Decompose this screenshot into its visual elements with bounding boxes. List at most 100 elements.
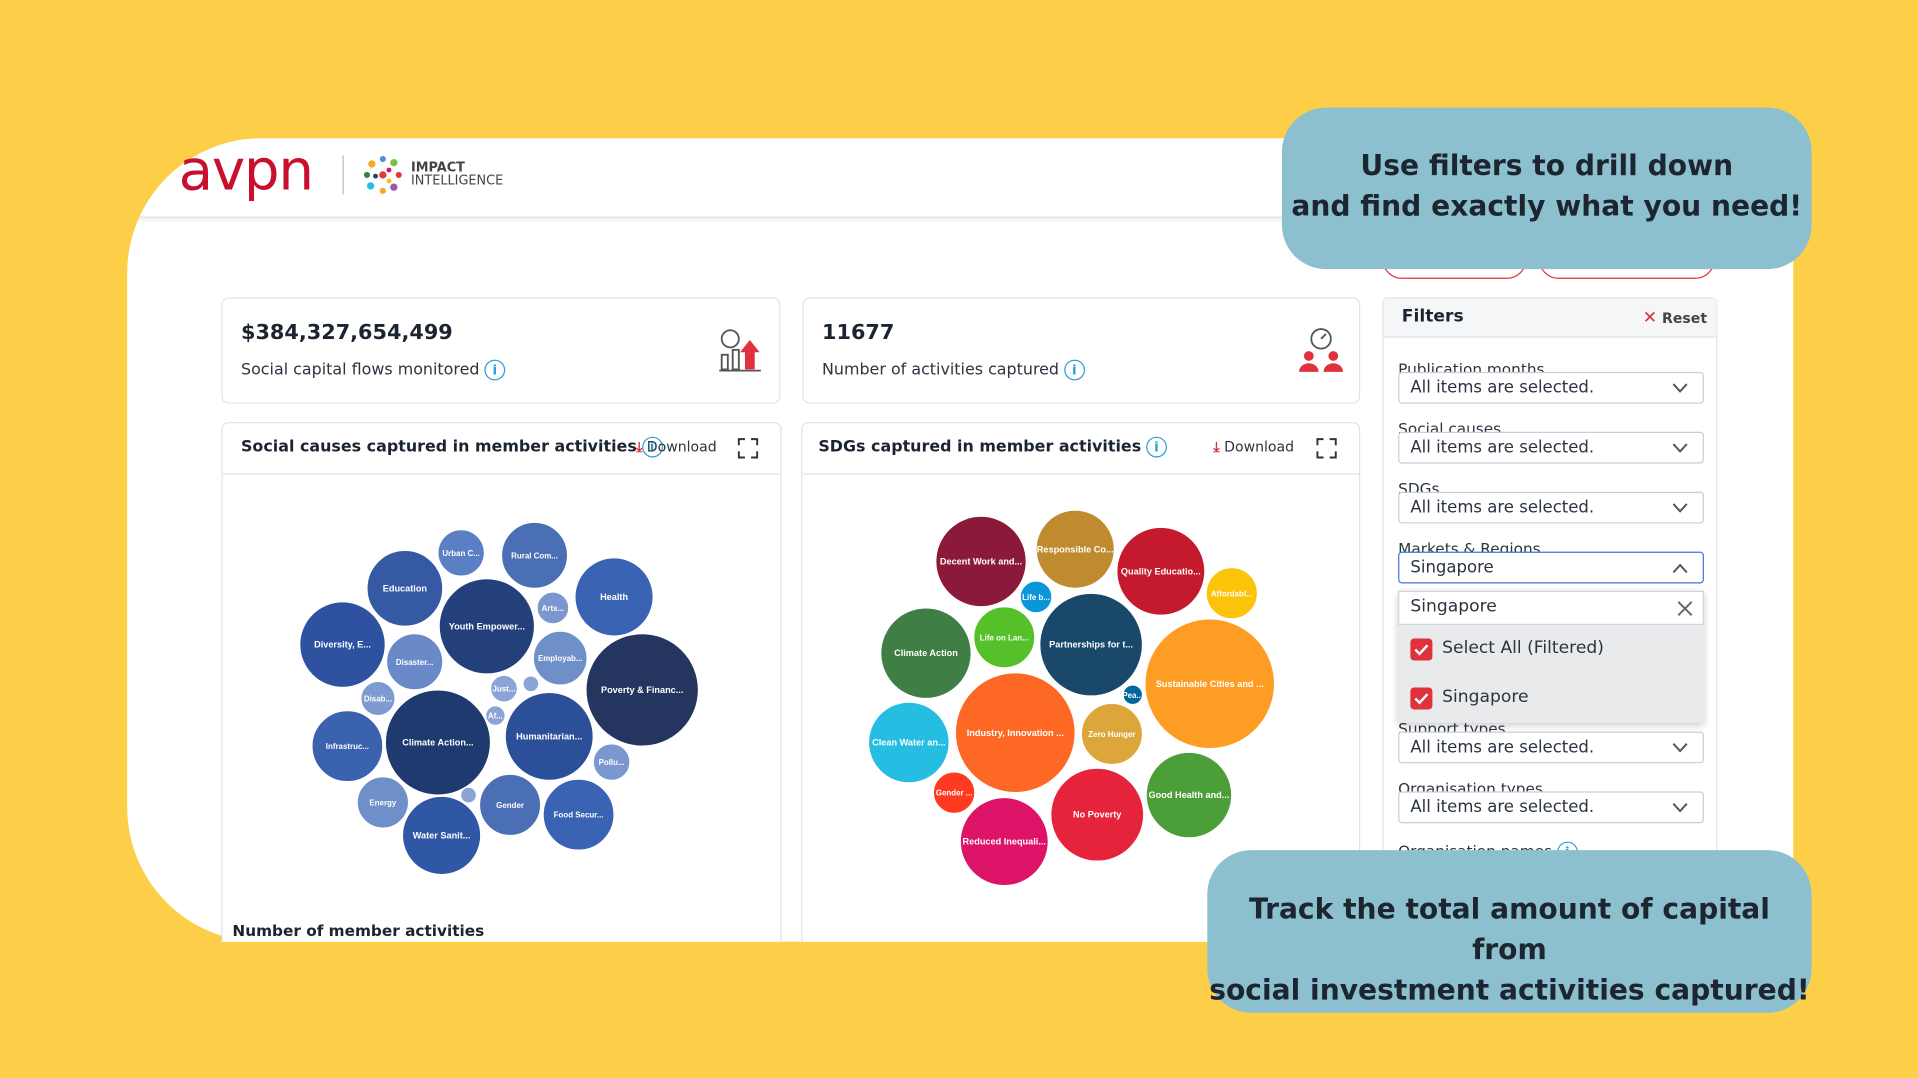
filter-select[interactable]: Singapore xyxy=(1398,551,1704,584)
panel-title: SDGs captured in member activities i xyxy=(818,436,1167,458)
bubble xyxy=(935,515,1027,608)
kpi-card: $384,327,654,499 Social capital flows mo… xyxy=(221,297,781,404)
chart-panel: Social causes captured in member activit… xyxy=(221,422,782,961)
bubble-label: Life b... xyxy=(1022,593,1050,602)
info-icon[interactable]: i xyxy=(1063,359,1085,381)
logo: avpn xyxy=(178,137,314,204)
bubble-label: Pea... xyxy=(1122,691,1143,700)
dropdown-search[interactable]: Singapore xyxy=(1398,590,1704,626)
bubble xyxy=(1080,702,1144,766)
bubble xyxy=(478,773,542,837)
bubble xyxy=(489,674,519,703)
option-label: Singapore xyxy=(1442,687,1529,708)
bubble-label: Disab... xyxy=(364,695,392,704)
bubble-label: Employab... xyxy=(538,654,583,663)
product-line: INTELLIGENCE xyxy=(411,173,504,189)
bubble xyxy=(574,557,654,637)
bubble xyxy=(1019,580,1053,614)
download-button[interactable]: ⤓ Download xyxy=(1213,437,1295,456)
info-icon[interactable]: i xyxy=(641,436,663,458)
search-text: Singapore xyxy=(1410,596,1497,617)
panel-header xyxy=(222,423,781,475)
expand-icon[interactable] xyxy=(737,438,759,459)
axis-caption: Number of member activities xyxy=(232,921,485,940)
bubble-label: Gender xyxy=(496,801,524,810)
filter-select[interactable]: All items are selected. xyxy=(1398,431,1704,464)
filter-select[interactable]: All items are selected. xyxy=(1398,731,1704,764)
kpi-icon xyxy=(1299,328,1344,372)
bubble xyxy=(356,776,410,829)
bubble xyxy=(880,607,972,700)
panel-title-text: Social causes captured in member activit… xyxy=(240,437,637,457)
bubble-label: Rural Com... xyxy=(511,551,558,560)
kpi-value: $384,327,654,499 xyxy=(240,320,453,345)
bubble-chart: Urban C... Rural Com... Education Health You… xyxy=(299,521,700,876)
bubble xyxy=(1039,592,1144,697)
bubble-label: Quality Educatio... xyxy=(1121,566,1201,576)
callout-line: Track the total amount of capital from xyxy=(1248,894,1770,967)
filters-title: Filters xyxy=(1401,307,1464,327)
filter-value: Singapore xyxy=(1410,557,1494,578)
bubble xyxy=(485,705,506,726)
filter-value: All items are selected. xyxy=(1410,437,1595,458)
product-name: IMPACT INTELLIGENCE xyxy=(411,161,503,188)
bubble xyxy=(536,591,570,625)
kpi-label-text: Number of activities captured xyxy=(822,360,1060,380)
download-button[interactable]: ⤓ Download xyxy=(636,437,717,456)
bubble-label: No Poverty xyxy=(1073,810,1122,820)
kpi-card: 11677 Number of activities captured i xyxy=(802,297,1361,404)
filter-select[interactable]: All items are selected. xyxy=(1398,491,1704,524)
dropdown-option[interactable]: Select All (Filtered) xyxy=(1398,626,1704,672)
download-label: Download xyxy=(646,437,717,456)
bubble xyxy=(504,691,594,782)
bubble-label: Education xyxy=(383,583,428,593)
bubble-label: Af... xyxy=(488,712,503,721)
bubble-label: Urban C... xyxy=(442,549,480,558)
bubble xyxy=(1144,618,1276,750)
bubble-label: Health xyxy=(600,592,628,602)
info-icon[interactable]: i xyxy=(484,359,506,381)
kpi-value: 11677 xyxy=(822,320,895,345)
bubble xyxy=(954,672,1076,794)
filter-select[interactable]: All items are selected. xyxy=(1398,791,1704,824)
bubble-label: Affordabl... xyxy=(1211,589,1253,598)
filters-panel: Filters ✕ Reset Publication months All it… xyxy=(1382,297,1718,934)
callout-line: and find exactly what you need! xyxy=(1291,190,1803,223)
callout: Use filters to drill down and find exact… xyxy=(1281,107,1812,270)
bubble xyxy=(932,771,976,815)
checkbox xyxy=(1410,687,1433,710)
bubble xyxy=(959,796,1049,887)
dropdown: Singapore Select All (Filtered) Singapore xyxy=(1398,590,1704,723)
expand-icon[interactable] xyxy=(1316,438,1337,459)
bubble-label: Energy xyxy=(369,798,396,807)
info-icon[interactable]: i xyxy=(1146,436,1167,458)
impact-icon xyxy=(363,155,402,194)
filter-value: All items are selected. xyxy=(1410,377,1595,398)
bubble xyxy=(1145,751,1233,839)
bubble xyxy=(384,689,492,796)
reset-button[interactable]: ✕ Reset xyxy=(1642,308,1708,328)
bubble-label: Pollu... xyxy=(599,758,625,767)
bubble-label: Gender ... xyxy=(936,789,973,798)
bubble xyxy=(299,601,386,689)
bubble-label: Life on Lan... xyxy=(980,633,1029,642)
bubble xyxy=(500,521,569,589)
bubble xyxy=(973,606,1036,669)
download-label: Download xyxy=(1224,437,1295,456)
filter-select[interactable]: All items are selected. xyxy=(1398,371,1704,404)
bubble-label: Climate Action... xyxy=(402,738,473,748)
bubble xyxy=(1205,566,1259,620)
option-label: Select All (Filtered) xyxy=(1442,638,1604,659)
bubble-label: Diversity, E... xyxy=(314,640,371,650)
dropdown-option[interactable]: Singapore xyxy=(1398,675,1704,721)
callout: Track the total amount of capital from s… xyxy=(1207,850,1812,1013)
bubble xyxy=(438,577,536,675)
bubble xyxy=(523,676,539,692)
bubble-label: Humanitarian... xyxy=(516,731,582,741)
callout-line: Use filters to drill down xyxy=(1360,150,1734,183)
top-bar xyxy=(127,138,1794,218)
bubble-label: Water Sanit... xyxy=(413,831,471,841)
filter-value: All items are selected. xyxy=(1410,737,1595,758)
